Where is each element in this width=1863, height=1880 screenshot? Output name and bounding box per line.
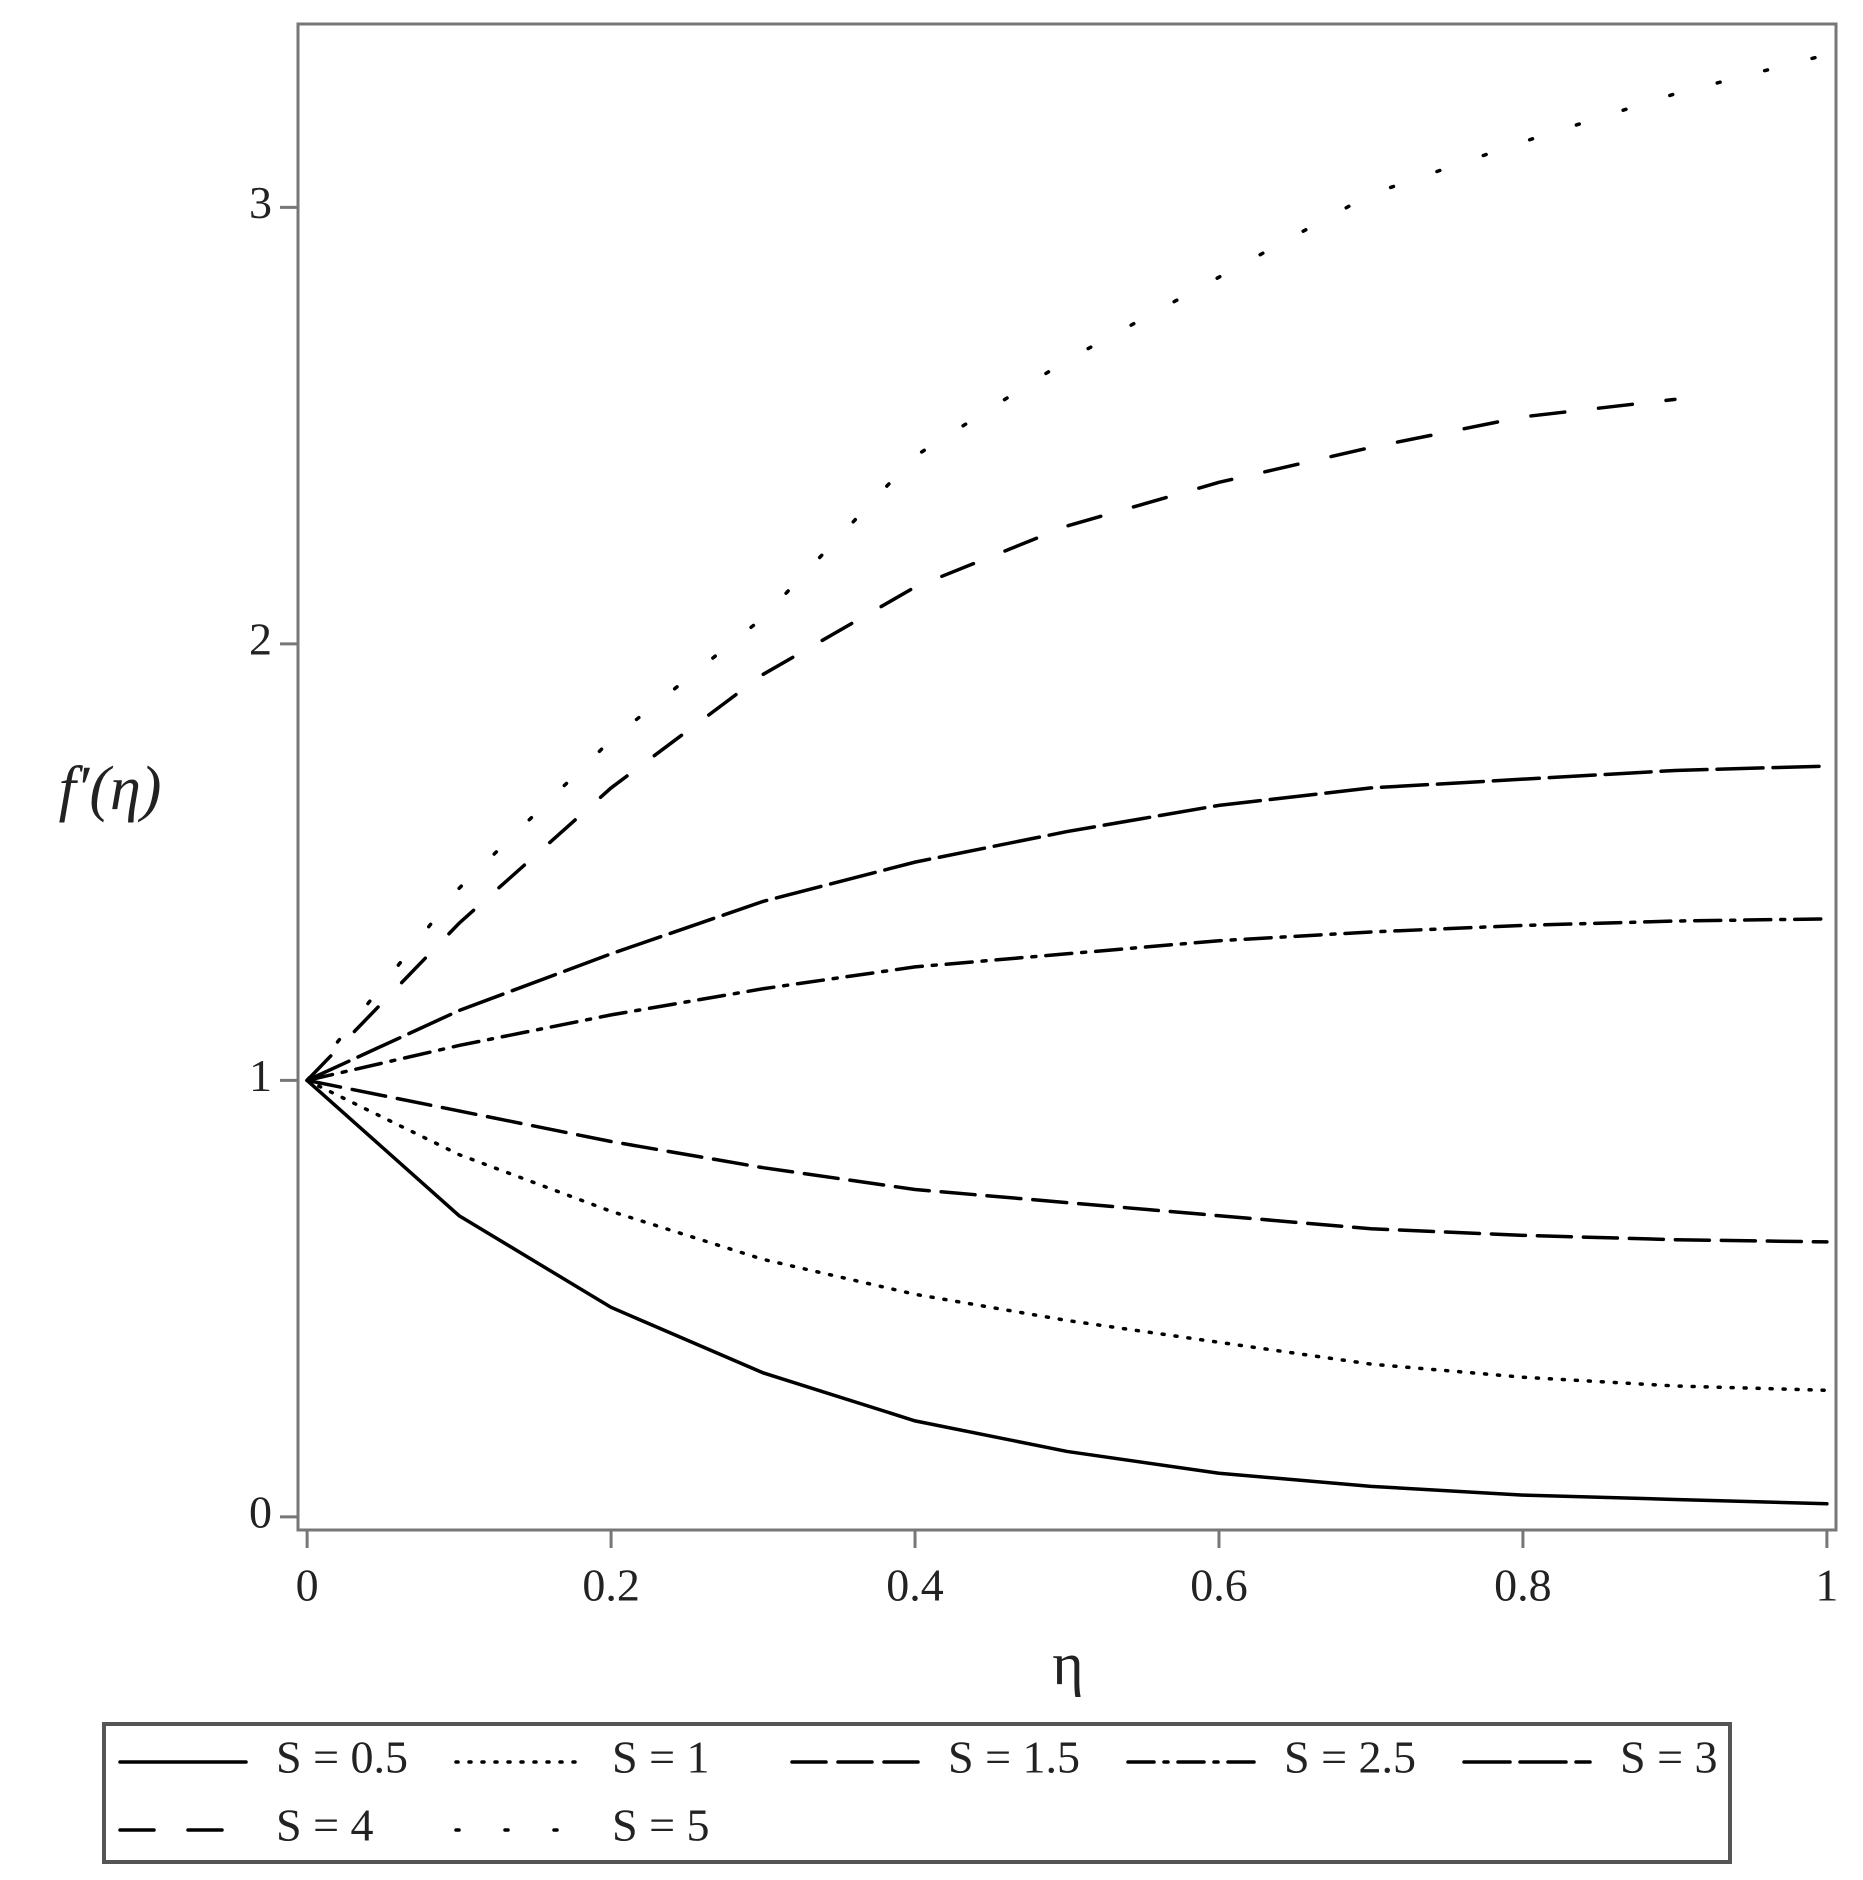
legend-label: S = 5 [612,1800,710,1851]
y-tick-label: 2 [249,613,272,664]
x-axis-label: η [1052,1631,1083,1697]
x-tick-label: 0 [296,1560,319,1611]
legend-label: S = 0.5 [276,1732,408,1783]
x-tick-label: 0.6 [1190,1560,1248,1611]
y-axis-label: f′(η) [59,755,162,823]
x-tick-label: 0.8 [1494,1560,1552,1611]
series-line [305,1078,1829,1506]
legend-label: S = 4 [276,1800,374,1851]
legend-box [102,1722,1732,1864]
y-tick-label: 1 [249,1050,272,1101]
legend-label: S = 3 [1620,1732,1718,1783]
series-line [305,397,1677,1083]
y-tick-label: 3 [249,177,272,228]
y-tick-label: 0 [249,1486,272,1537]
series-line [305,917,1829,1083]
x-tick-label: 0.2 [582,1560,640,1611]
legend-label: S = 1 [612,1732,710,1783]
x-tick-label: 1 [1815,1560,1838,1611]
plot-frame [296,22,1838,1532]
x-tick-label: 0.4 [886,1560,944,1611]
series-line [305,1078,1829,1244]
legend-label: S = 1.5 [948,1732,1080,1783]
series-line [305,764,1829,1083]
legend-label: S = 2.5 [1284,1732,1416,1783]
series-line [305,52,1829,1083]
